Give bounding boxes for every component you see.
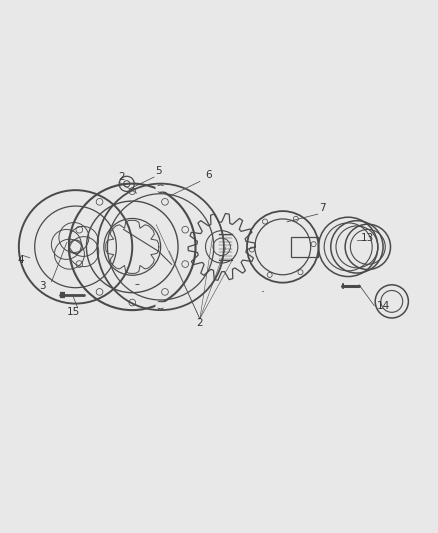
Text: 15: 15 (67, 308, 80, 317)
Text: 6: 6 (205, 170, 212, 180)
Text: 14: 14 (376, 301, 389, 311)
Text: 7: 7 (318, 203, 325, 213)
Text: 13: 13 (360, 233, 374, 243)
Bar (290, 237, 317, 257)
Text: 4: 4 (18, 255, 24, 265)
Text: ·: · (261, 286, 265, 299)
Text: –: – (134, 279, 139, 289)
Text: 3: 3 (39, 281, 46, 291)
Text: 2: 2 (196, 318, 203, 328)
Text: 5: 5 (155, 166, 161, 175)
Text: 2: 2 (118, 172, 124, 182)
